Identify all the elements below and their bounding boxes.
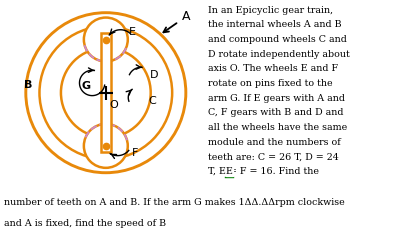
Text: D rotate independently about: D rotate independently about	[208, 50, 349, 59]
Text: E: E	[129, 27, 136, 37]
Text: teeth are: C = 26 T, D = 24: teeth are: C = 26 T, D = 24	[208, 152, 338, 161]
Text: and compound wheels C and: and compound wheels C and	[208, 35, 346, 44]
Text: the internal wheels A and B: the internal wheels A and B	[208, 20, 341, 30]
Circle shape	[84, 18, 128, 61]
Circle shape	[84, 124, 128, 168]
Text: O: O	[110, 99, 118, 109]
Text: arm G. If E gears with A and: arm G. If E gears with A and	[208, 94, 345, 103]
Text: rotate on pins fixed to the: rotate on pins fixed to the	[208, 79, 332, 88]
Bar	[101, 33, 111, 153]
Text: G: G	[82, 81, 91, 91]
Text: module and the numbers of: module and the numbers of	[208, 138, 340, 147]
Text: all the wheels have the same: all the wheels have the same	[208, 123, 347, 132]
Text: A: A	[164, 10, 190, 32]
Text: axis O. The wheels E and F: axis O. The wheels E and F	[208, 64, 338, 73]
Text: T, E = F = 16. Find the: T, E = F = 16. Find the	[208, 167, 319, 176]
Text: and A is fixed, find the speed of B: and A is fixed, find the speed of B	[4, 219, 166, 228]
Text: B: B	[24, 80, 32, 90]
Text: F: F	[132, 148, 138, 158]
Text: In an Epicyclic gear train,: In an Epicyclic gear train,	[208, 6, 333, 15]
Text: D: D	[150, 70, 159, 80]
Text: C, F gears with B and D and: C, F gears with B and D and	[208, 108, 343, 117]
Text: E: E	[226, 167, 233, 176]
Text: number of teeth on A and B. If the arm G makes 1ΔΔ.ΔΔrpm clockwise: number of teeth on A and B. If the arm G…	[4, 198, 345, 207]
Text: C: C	[149, 95, 157, 105]
